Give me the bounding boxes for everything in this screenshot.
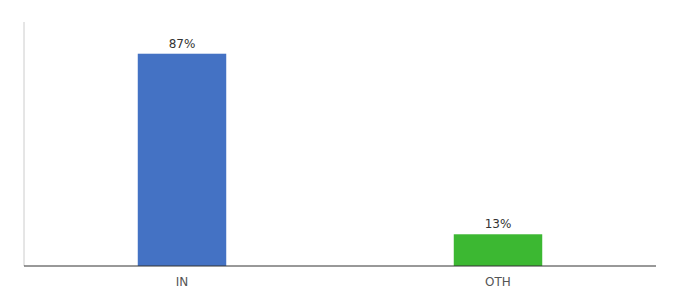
- chart: IN OTH 87% 13%: [0, 0, 680, 300]
- chart-container: IN OTH 87% 13%: [0, 0, 680, 300]
- data-label: 13%: [485, 217, 512, 231]
- bar: [138, 54, 226, 266]
- x-axis-line: [24, 266, 656, 267]
- x-tick-label: OTH: [485, 275, 511, 289]
- x-tick-label: IN: [176, 275, 189, 289]
- bar: [454, 234, 542, 266]
- data-label: 87%: [169, 37, 196, 51]
- bars: [138, 54, 542, 266]
- y-axis-line: [24, 22, 25, 266]
